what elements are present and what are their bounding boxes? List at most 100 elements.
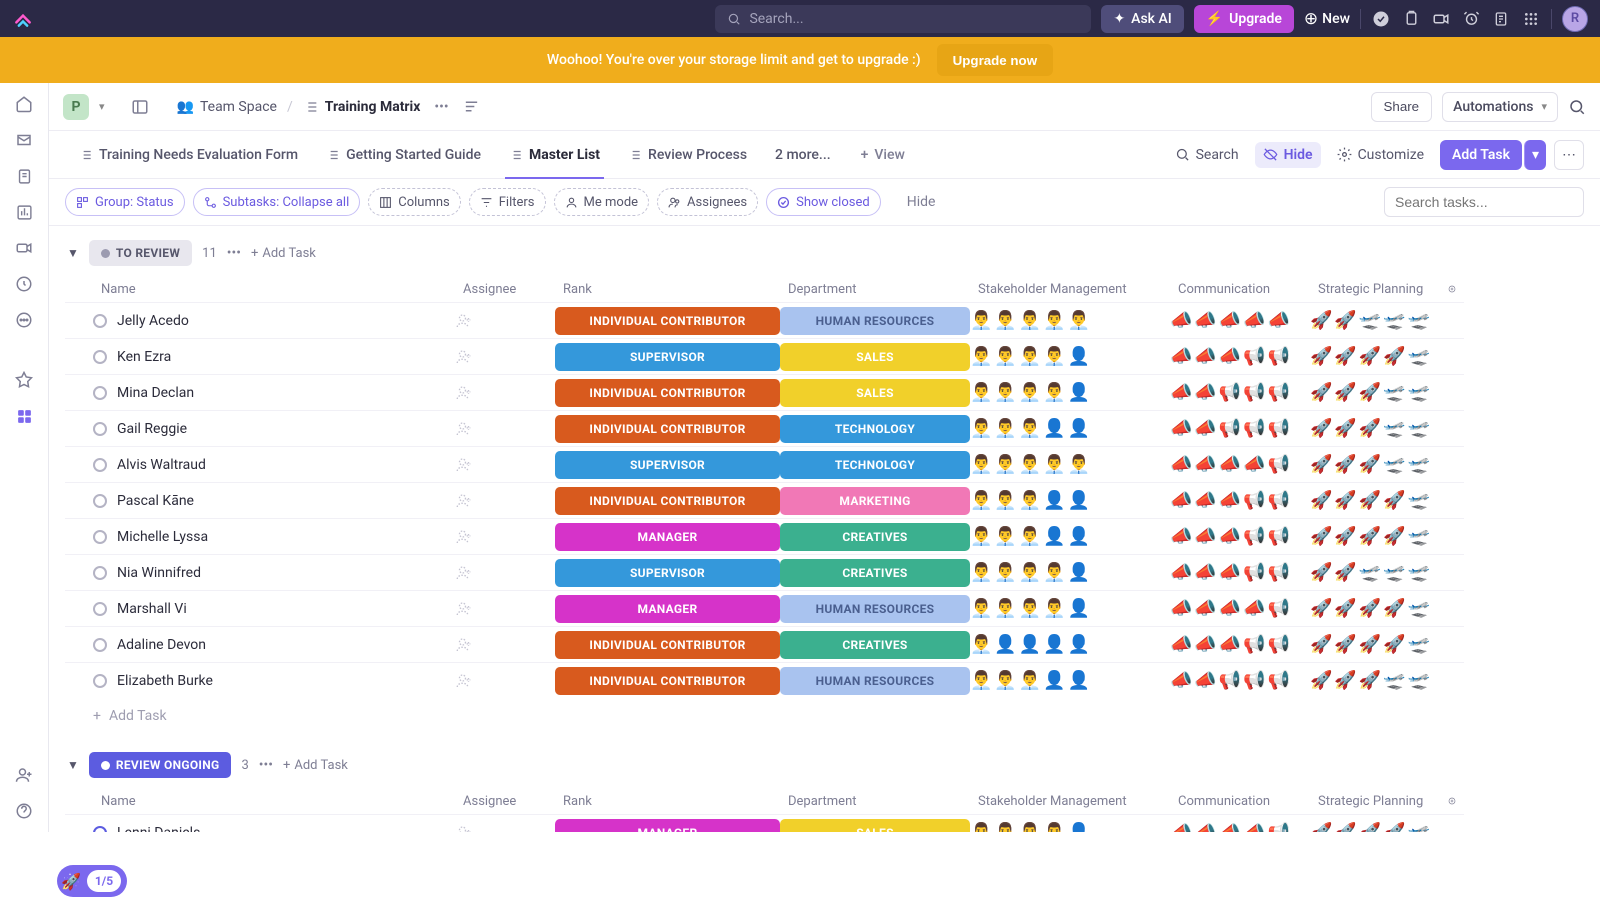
assignee-cell[interactable]: [455, 446, 555, 482]
department-cell[interactable]: SALES: [780, 374, 970, 410]
col-department[interactable]: Department: [780, 789, 970, 814]
ask-ai-button[interactable]: ✦ Ask AI: [1101, 5, 1183, 33]
group-add-task[interactable]: +Add Task: [251, 246, 316, 261]
me-mode-chip[interactable]: Me mode: [554, 188, 650, 216]
col-communication[interactable]: Communication: [1170, 277, 1310, 302]
invite-icon[interactable]: [13, 764, 35, 786]
stakeholder-cell[interactable]: 👨‍💼👤👤👤👤: [970, 626, 1170, 662]
department-cell[interactable]: SALES: [780, 814, 970, 832]
view-tab[interactable]: Review Process: [614, 131, 761, 178]
rank-cell[interactable]: INDIVIDUAL CONTRIBUTOR: [555, 626, 780, 662]
assignees-chip[interactable]: Assignees: [657, 188, 758, 216]
add-column-icon[interactable]: [1440, 276, 1464, 302]
notepad-icon[interactable]: [1491, 9, 1511, 29]
spaces-icon[interactable]: [13, 405, 35, 427]
strategic-cell[interactable]: 🚀🚀🚀🛫🛫: [1310, 410, 1440, 446]
view-tab[interactable]: Getting Started Guide: [312, 131, 495, 178]
automations-button[interactable]: Automations ▾: [1442, 92, 1558, 122]
rank-cell[interactable]: INDIVIDUAL CONTRIBUTOR: [555, 662, 780, 698]
strategic-cell[interactable]: 🚀🚀🚀🚀🛫: [1310, 518, 1440, 554]
communication-cell[interactable]: 📣📣📣📢📢: [1170, 518, 1310, 554]
sidebar-toggle-icon[interactable]: [131, 98, 149, 116]
strategic-cell[interactable]: 🚀🚀🚀🚀🛫: [1310, 590, 1440, 626]
group-add-task[interactable]: +Add Task: [283, 758, 348, 773]
view-tab[interactable]: Training Needs Evaluation Form: [65, 131, 312, 178]
assignee-cell[interactable]: [455, 662, 555, 698]
communication-cell[interactable]: 📣📣📢📢📢: [1170, 410, 1310, 446]
communication-cell[interactable]: 📣📣📣📣📢: [1170, 446, 1310, 482]
search-tasks-input[interactable]: [1384, 187, 1584, 217]
timesheets-icon[interactable]: [13, 273, 35, 295]
department-cell[interactable]: TECHNOLOGY: [780, 446, 970, 482]
stakeholder-cell[interactable]: 👨‍💼👨‍💼👨‍💼👤👤: [970, 410, 1170, 446]
task-name-cell[interactable]: Michelle Lyssa: [65, 518, 455, 554]
stakeholder-cell[interactable]: 👨‍💼👨‍💼👨‍💼👨‍💼👤: [970, 554, 1170, 590]
task-name-cell[interactable]: Adaline Devon: [65, 626, 455, 662]
department-cell[interactable]: HUMAN RESOURCES: [780, 662, 970, 698]
department-cell[interactable]: HUMAN RESOURCES: [780, 590, 970, 626]
add-task-row[interactable]: +Add Task: [65, 698, 1584, 724]
col-assignee[interactable]: Assignee: [455, 277, 555, 302]
task-name-cell[interactable]: Gail Reggie: [65, 410, 455, 446]
video-icon[interactable]: [1431, 9, 1451, 29]
docs-icon[interactable]: [13, 165, 35, 187]
upgrade-now-button[interactable]: Upgrade now: [937, 44, 1053, 76]
status-circle-icon[interactable]: [93, 494, 107, 508]
workspace-badge[interactable]: P: [63, 94, 89, 120]
task-name-cell[interactable]: Alvis Waltraud: [65, 446, 455, 482]
status-circle-icon[interactable]: [93, 386, 107, 400]
assignee-cell[interactable]: [455, 482, 555, 518]
strategic-cell[interactable]: 🚀🚀🚀🛫🛫: [1310, 662, 1440, 698]
assignee-cell[interactable]: [455, 338, 555, 374]
list-more-icon[interactable]: •••: [430, 99, 452, 115]
task-name-cell[interactable]: Lenni Daniels: [65, 814, 455, 832]
department-cell[interactable]: CREATIVES: [780, 518, 970, 554]
rank-cell[interactable]: SUPERVISOR: [555, 554, 780, 590]
status-circle-icon[interactable]: [93, 530, 107, 544]
search-icon[interactable]: [1568, 98, 1586, 116]
communication-cell[interactable]: 📣📣📣📢📢: [1170, 554, 1310, 590]
status-circle-icon[interactable]: [93, 826, 107, 833]
user-avatar[interactable]: R: [1562, 6, 1588, 32]
communication-cell[interactable]: 📣📣📣📢📢: [1170, 626, 1310, 662]
assignee-cell[interactable]: [455, 554, 555, 590]
task-name-cell[interactable]: Mina Declan: [65, 374, 455, 410]
upgrade-button[interactable]: ⚡ Upgrade: [1194, 5, 1294, 33]
col-communication[interactable]: Communication: [1170, 789, 1310, 814]
add-task-dropdown[interactable]: ▾: [1524, 140, 1546, 170]
dashboards-icon[interactable]: [13, 201, 35, 223]
col-stakeholder[interactable]: Stakeholder Management: [970, 789, 1170, 814]
rank-cell[interactable]: SUPERVISOR: [555, 446, 780, 482]
rank-cell[interactable]: INDIVIDUAL CONTRIBUTOR: [555, 302, 780, 338]
stakeholder-cell[interactable]: 👨‍💼👨‍💼👨‍💼👨‍💼👤: [970, 814, 1170, 832]
col-department[interactable]: Department: [780, 277, 970, 302]
add-column-icon[interactable]: [1440, 788, 1464, 814]
strategic-cell[interactable]: 🚀🚀🛫🛫🛫: [1310, 302, 1440, 338]
hide-filters-link[interactable]: Hide: [907, 194, 936, 210]
status-circle-icon[interactable]: [93, 350, 107, 364]
customize-button[interactable]: Customize: [1329, 142, 1432, 168]
strategic-cell[interactable]: 🚀🚀🚀🚀🛫: [1310, 338, 1440, 374]
department-cell[interactable]: MARKETING: [780, 482, 970, 518]
communication-cell[interactable]: 📣📣📣📣📢: [1170, 814, 1310, 832]
assignee-cell[interactable]: [455, 590, 555, 626]
view-more-button[interactable]: ⋯: [1554, 140, 1584, 170]
subtasks-chip[interactable]: Subtasks: Collapse all: [193, 188, 361, 216]
group-chip[interactable]: Group: Status: [65, 188, 185, 216]
assignee-cell[interactable]: [455, 626, 555, 662]
add-view-tab[interactable]: + View: [847, 131, 919, 178]
col-stakeholder[interactable]: Stakeholder Management: [970, 277, 1170, 302]
strategic-cell[interactable]: 🚀🚀🚀🛫🛫: [1310, 446, 1440, 482]
col-strategic[interactable]: Strategic Planning: [1310, 277, 1440, 302]
status-circle-icon[interactable]: [93, 422, 107, 436]
columns-chip[interactable]: Columns: [368, 188, 461, 216]
rank-cell[interactable]: INDIVIDUAL CONTRIBUTOR: [555, 482, 780, 518]
department-cell[interactable]: TECHNOLOGY: [780, 410, 970, 446]
hide-button[interactable]: Hide: [1255, 142, 1321, 168]
communication-cell[interactable]: 📣📣📢📢📢: [1170, 662, 1310, 698]
department-cell[interactable]: SALES: [780, 338, 970, 374]
stakeholder-cell[interactable]: 👨‍💼👨‍💼👨‍💼👨‍💼👤: [970, 590, 1170, 626]
add-task-button[interactable]: Add Task: [1440, 140, 1522, 170]
rank-cell[interactable]: INDIVIDUAL CONTRIBUTOR: [555, 410, 780, 446]
task-name-cell[interactable]: Jelly Acedo: [65, 302, 455, 338]
